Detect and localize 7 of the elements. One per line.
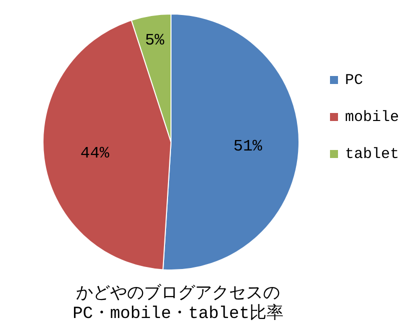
data-label: 5% <box>144 31 165 50</box>
legend-label: tablet <box>345 146 400 163</box>
legend-label: mobile <box>345 109 400 126</box>
data-label: 44% <box>80 144 110 163</box>
text: かどやのブログアクセスの PC・mobile・tablet比率 <box>72 283 284 322</box>
legend-label: PC <box>345 72 364 89</box>
data-label: 51% <box>233 137 263 156</box>
